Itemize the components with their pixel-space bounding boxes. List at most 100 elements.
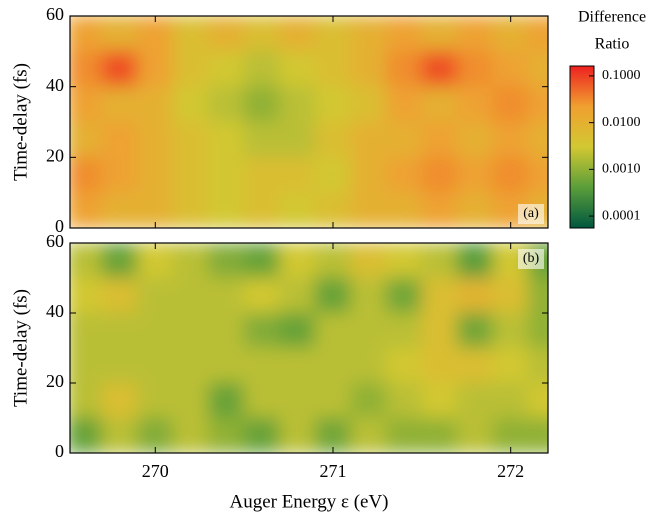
heat-cell: [492, 156, 529, 194]
colorbar-tick-label: 0.0001: [602, 208, 641, 223]
colorbar-title: Difference: [578, 9, 646, 26]
heat-cell: [70, 382, 103, 419]
heat-cell: [172, 312, 210, 349]
heat-cell: [243, 50, 281, 88]
heat-cell: [279, 156, 316, 194]
colorbar: [569, 65, 595, 229]
heat-cell: [350, 312, 387, 349]
heat-cell: [243, 347, 281, 384]
heat-cell: [492, 50, 529, 88]
heat-cell: [350, 192, 387, 228]
heat-cell: [208, 243, 245, 279]
heat-cell: [314, 312, 352, 349]
x-tick-label: 270: [142, 461, 169, 481]
heat-cell: [101, 16, 139, 52]
heat-cell: [314, 277, 352, 314]
heat-cell: [101, 417, 139, 453]
plot-frame: [69, 15, 549, 229]
colorbar-title: Ratio: [595, 36, 630, 53]
heat-cell: [172, 16, 210, 52]
heat-cell: [243, 312, 281, 349]
heat-cell: [527, 347, 548, 384]
heat-cell: [101, 347, 139, 384]
heat-cell: [243, 417, 281, 453]
heat-cell: [492, 277, 529, 314]
heat-cell: [527, 86, 548, 123]
x-tick-label: 272: [497, 461, 524, 481]
heat-cell: [492, 347, 529, 384]
y-tick-label: 60: [46, 231, 64, 251]
x-tick-label: 271: [319, 461, 346, 481]
panel-label: (a): [523, 206, 539, 221]
y-tick-label: 40: [46, 301, 64, 321]
y-tick-label: 20: [46, 145, 64, 165]
heat-cell: [314, 156, 352, 194]
heat-cell: [385, 86, 423, 123]
heat-cell: [70, 50, 103, 88]
heat-cell: [70, 121, 103, 158]
heat-cell: [385, 312, 423, 349]
heat-cell: [172, 156, 210, 194]
heat-cell: [314, 347, 352, 384]
heat-cell: [243, 243, 281, 279]
y-tick-label: 0: [55, 441, 64, 461]
heat-cell: [243, 121, 281, 158]
heat-cell: [279, 277, 316, 314]
heat-cell: [279, 86, 316, 123]
heat-cell: [208, 312, 245, 349]
heat-cell: [279, 417, 316, 453]
heat-cell: [492, 86, 529, 123]
heat-cell: [243, 16, 281, 52]
heat-cell: [101, 156, 139, 194]
heat-cell: [385, 50, 423, 88]
heat-cell: [243, 192, 281, 228]
heat-cell: [456, 382, 494, 419]
heat-cell: [70, 277, 103, 314]
heat-cell: [279, 347, 316, 384]
heat-cell: [101, 382, 139, 419]
heat-cell: [456, 277, 494, 314]
y-axis-label: Time-delay (fs): [10, 289, 31, 407]
colorbar-tick-label: 0.0100: [602, 115, 641, 130]
heat-cell: [527, 156, 548, 194]
heat-cell: [456, 16, 494, 52]
heat-cell: [527, 50, 548, 88]
heat-cell: [208, 382, 245, 419]
heat-cell: [527, 382, 548, 419]
heat-cell: [208, 417, 245, 453]
heat-cell: [208, 50, 245, 88]
heat-cell: [492, 121, 529, 158]
heat-cell: [172, 192, 210, 228]
heat-cell: [208, 156, 245, 194]
heat-cell: [421, 86, 458, 123]
heat-cell: [70, 192, 103, 228]
heat-cell: [456, 243, 494, 279]
colorbar-tick-label: 0.0010: [602, 162, 641, 177]
heat-cell: [172, 86, 210, 123]
heat-cell: [208, 121, 245, 158]
panel-label-box: [518, 249, 544, 269]
heat-cell: [456, 156, 494, 194]
heat-cell: [421, 121, 458, 158]
heat-cell: [492, 382, 529, 419]
heat-cell: [385, 192, 423, 228]
heat-cell: [421, 347, 458, 384]
heat-cell: [421, 312, 458, 349]
heat-cell: [421, 417, 458, 453]
heat-cell: [385, 277, 423, 314]
heat-cell: [101, 277, 139, 314]
heat-cell: [350, 156, 387, 194]
heat-cell: [172, 417, 210, 453]
heat-cell: [421, 156, 458, 194]
heat-cell: [456, 312, 494, 349]
heat-cell: [279, 312, 316, 349]
heat-cell: [137, 86, 174, 123]
heat-cell: [314, 50, 352, 88]
heat-cell: [279, 243, 316, 279]
heat-cell: [314, 382, 352, 419]
heat-cell: [243, 156, 281, 194]
plot-frame: [69, 242, 549, 454]
heat-cell: [527, 277, 548, 314]
heat-cell: [101, 50, 139, 88]
